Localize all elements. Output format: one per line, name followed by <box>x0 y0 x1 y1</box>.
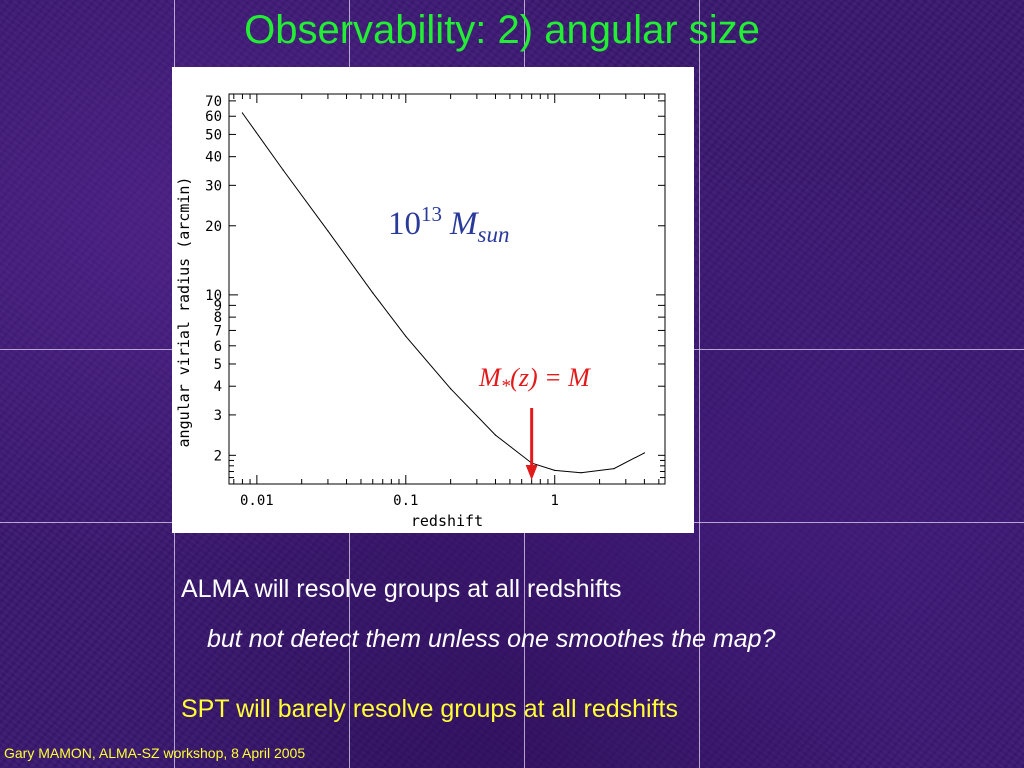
bullet-spt-resolve: SPT will barely resolve groups at all re… <box>181 695 678 723</box>
data-point <box>327 230 329 232</box>
y-tick-label: 8 <box>214 310 222 326</box>
y-tick-label: 6 <box>214 339 222 355</box>
y-tick-label: 20 <box>205 219 222 235</box>
y-axis-label: angular virial radius (arcmin) <box>175 177 193 448</box>
data-point <box>643 452 646 454</box>
mstar-symbol: M <box>478 363 502 392</box>
chart-panel: 0.01 0.1 1 2 3 4 5 6 7 8 9 10 20 30 40 50 60 70 redshift… <box>172 67 694 533</box>
y-tick-label: 3 <box>214 408 222 424</box>
plot-frame <box>228 93 666 485</box>
data-point <box>613 468 615 470</box>
mstar-annotation: M*(z) = M <box>478 363 591 397</box>
y-tick-label: 4 <box>214 379 222 395</box>
data-point <box>241 112 244 114</box>
x-tick-label: 1 <box>551 493 559 509</box>
mass-symbol: M <box>449 206 479 242</box>
mass-annotation: 1013 Msun <box>388 202 509 247</box>
y-tick-label: 30 <box>205 178 222 194</box>
mstar-star: * <box>501 376 511 397</box>
arrow-head <box>525 465 538 480</box>
mass-subscript: sun <box>478 222 510 247</box>
data-point <box>405 335 407 337</box>
bullet-alma-detect: but not detect them unless one smoothes … <box>207 625 776 653</box>
mstar-equation: (z) = M <box>510 363 591 392</box>
data-point <box>450 388 452 390</box>
y-tick-label: 60 <box>205 109 222 125</box>
x-tick-label: 0.1 <box>393 493 418 509</box>
data-point <box>494 434 497 436</box>
y-tick-label: 40 <box>205 150 222 166</box>
data-point <box>372 292 374 294</box>
y-tick-label: 10 <box>205 288 222 304</box>
bullet-alma-resolve: ALMA will resolve groups at all redshift… <box>181 575 622 603</box>
data-series-line <box>241 112 645 474</box>
data-point <box>554 469 556 471</box>
mass-base: 10 <box>388 206 421 242</box>
slide-title: Observability: 2) angular size <box>244 8 760 52</box>
y-tick-label: 7 <box>214 323 222 339</box>
y-tick-label: 5 <box>214 357 222 373</box>
slide-footer: Gary MAMON, ALMA-SZ workshop, 8 April 20… <box>4 745 306 761</box>
data-point <box>282 169 284 171</box>
x-axis-label: redshift <box>411 512 483 530</box>
y-tick-label: 9 <box>214 298 222 314</box>
mass-exponent: 13 <box>421 202 442 226</box>
y-tick-label: 2 <box>214 448 222 464</box>
y-tick-label: 50 <box>205 127 222 143</box>
grid-line-vertical <box>699 0 700 768</box>
data-point <box>580 472 582 474</box>
x-tick-label: 0.01 <box>240 493 274 509</box>
redshift-arrow <box>525 408 538 480</box>
y-tick-label: 70 <box>205 94 222 110</box>
